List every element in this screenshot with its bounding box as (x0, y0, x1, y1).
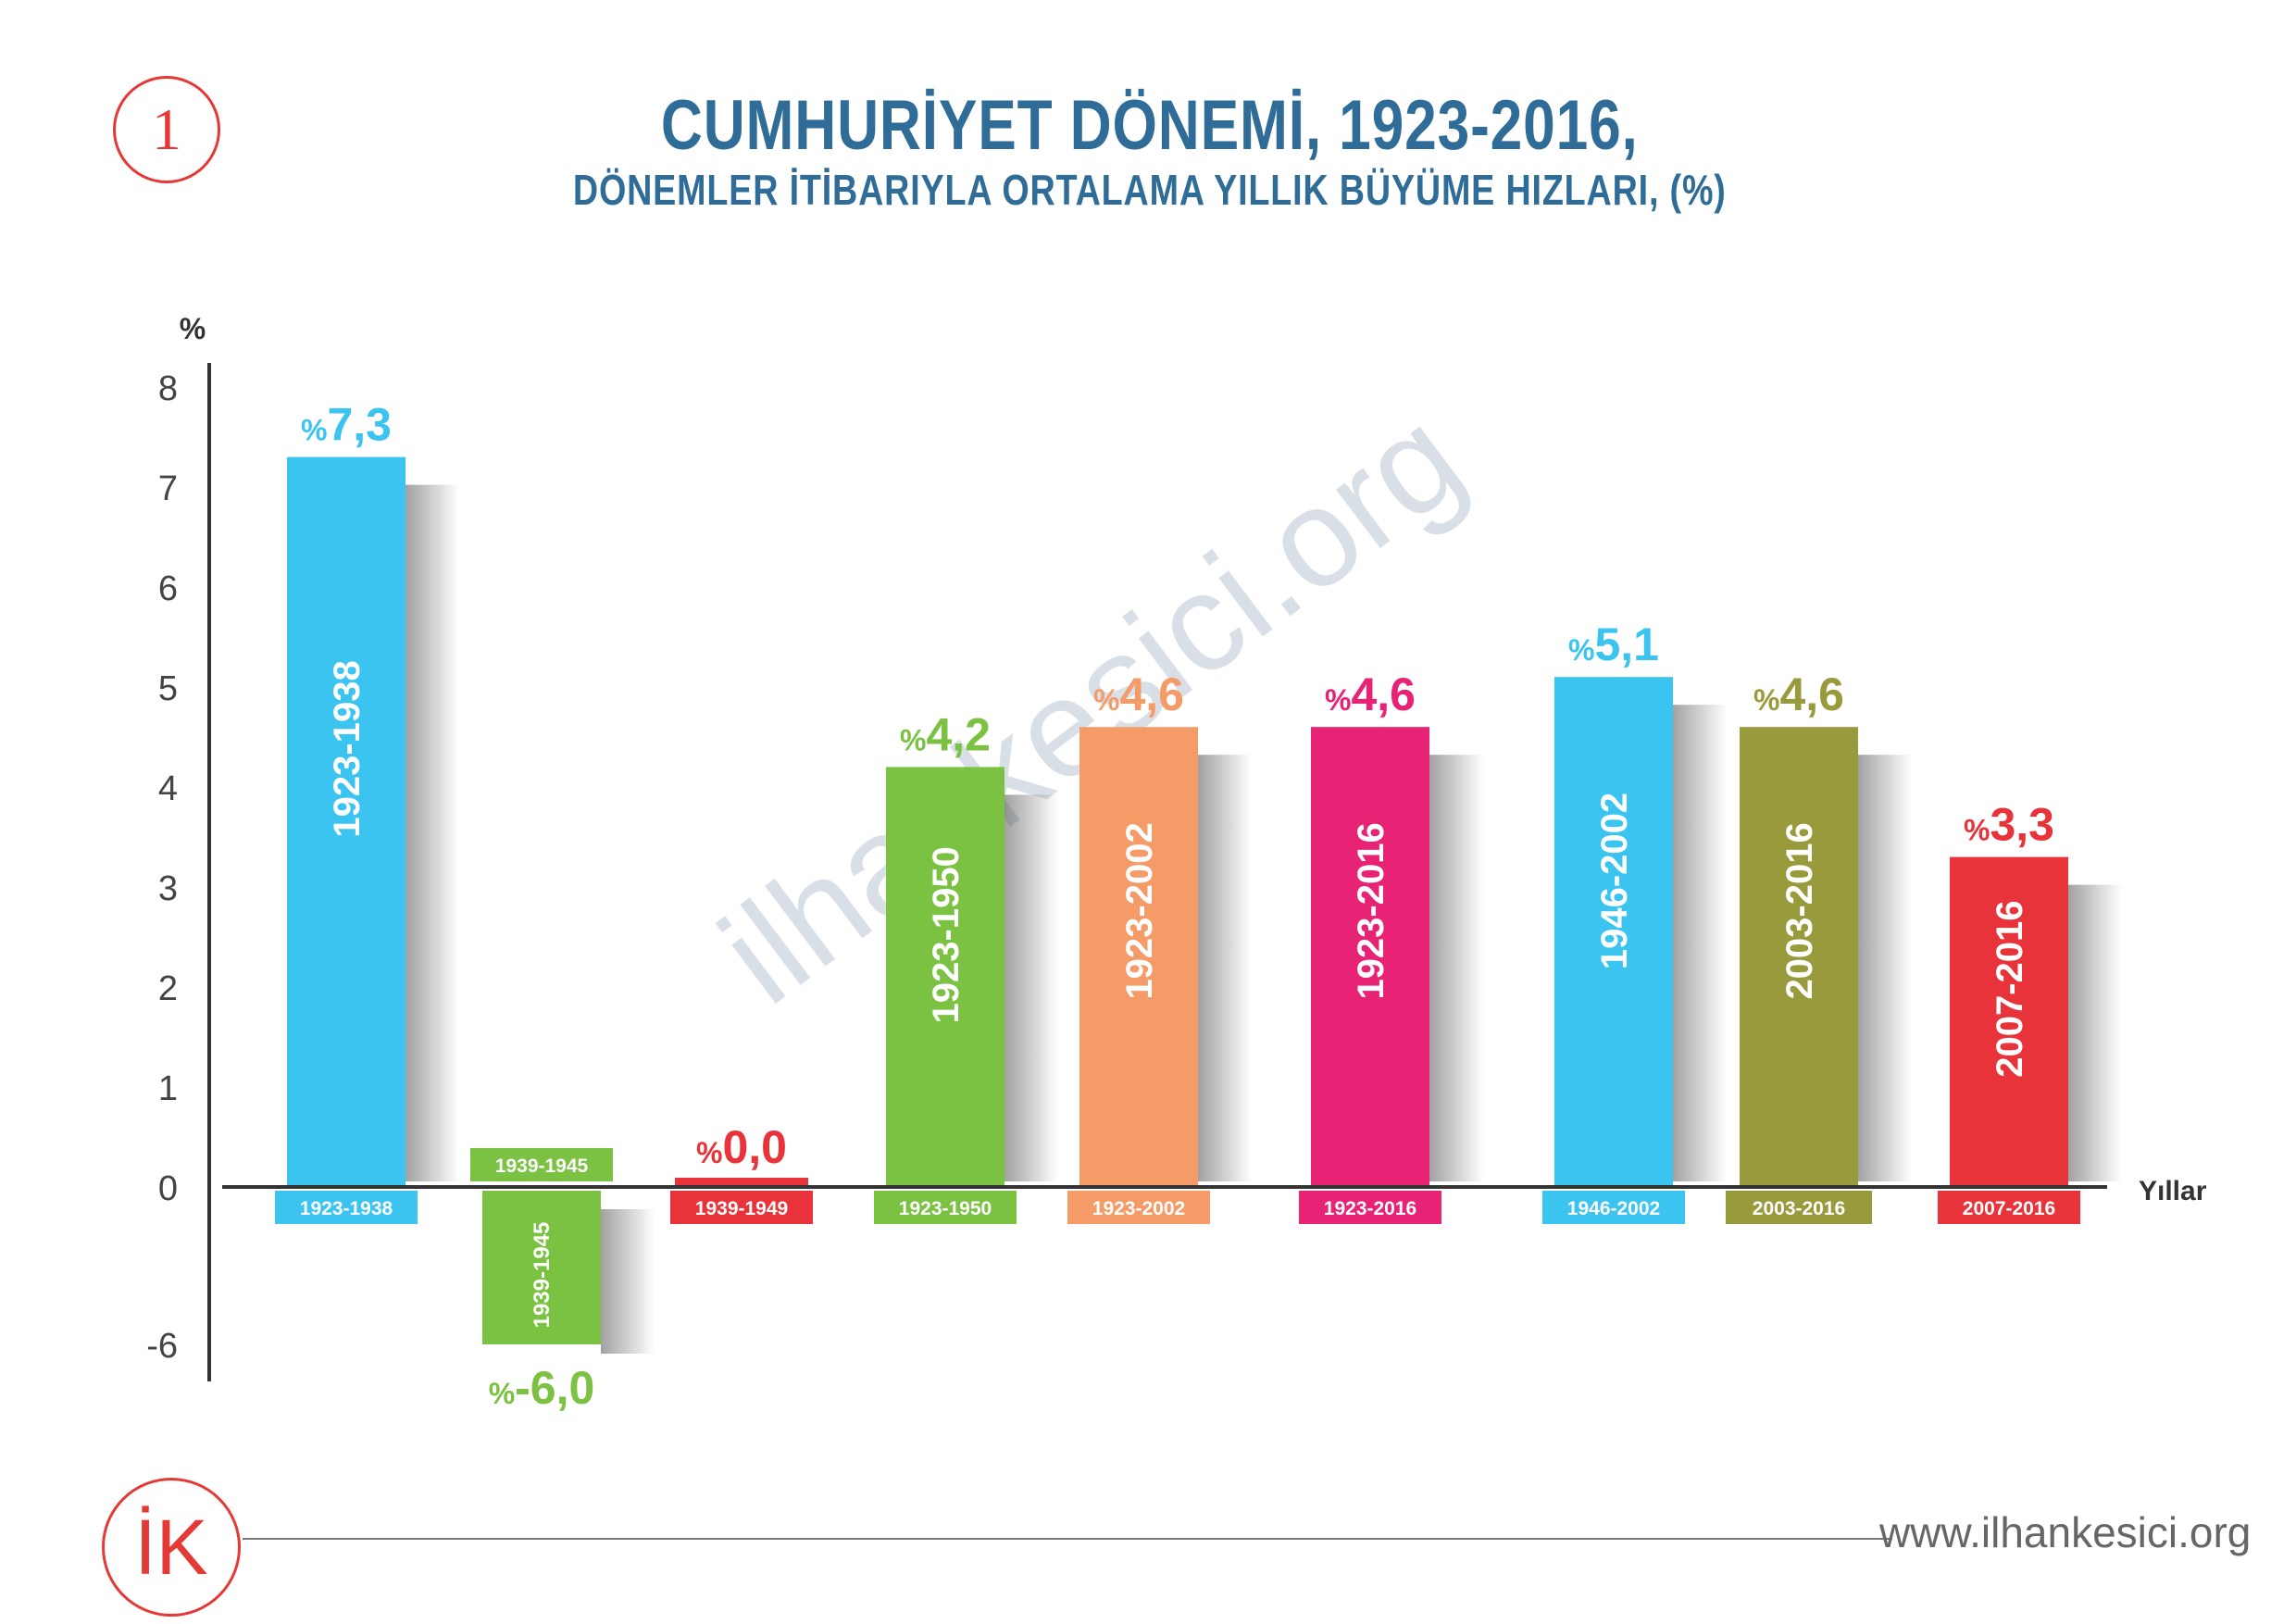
bar-shadow (1673, 705, 1727, 1181)
category-label: 2003-2016 (1753, 1198, 1845, 1219)
bar (1311, 727, 1429, 1187)
chart-title: CUMHURİYET DÖNEMİ, 1923-2016, (660, 86, 1639, 165)
bar-shadow (406, 484, 459, 1181)
category-box (1726, 1191, 1872, 1224)
category-box (874, 1191, 1017, 1224)
bar-shadow (1858, 755, 1912, 1181)
category-label: 1939-1945 (495, 1156, 589, 1177)
bar-period-label: 2003-2016 (1779, 822, 1820, 999)
category-box (275, 1191, 418, 1224)
bar-shadow (601, 1209, 655, 1354)
bar (482, 1191, 601, 1344)
bar-shadow (1198, 755, 1252, 1181)
bar (1079, 727, 1198, 1187)
category-box (670, 1191, 813, 1224)
bar (1554, 677, 1673, 1187)
y-tick-label: 5 (158, 669, 178, 708)
y-tick-label: 1 (158, 1069, 178, 1108)
bar-shadow (2068, 884, 2122, 1181)
y-axis-unit-label: % (180, 312, 206, 345)
category-box (1299, 1191, 1441, 1224)
bar-period-label: 2007-2016 (1990, 901, 2030, 1078)
value-label: %4,6 (1325, 668, 1416, 720)
category-label: 2007-2016 (1963, 1198, 2055, 1219)
category-label: 1939-1949 (695, 1198, 788, 1219)
category-label: 1946-2002 (1567, 1198, 1660, 1219)
category-label: 1923-1938 (300, 1198, 393, 1219)
y-tick-label: 3 (158, 869, 178, 908)
bar-period-label: 1923-2002 (1119, 822, 1160, 999)
chart-subtitle: DÖNEMLER İTİBARIYLA ORTALAMA YILLIK BÜYÜ… (572, 166, 1727, 214)
value-label: %4,2 (900, 708, 991, 760)
bar-period-label: 1923-1950 (926, 846, 967, 1023)
bar-shadow (1429, 755, 1483, 1181)
y-tick-label: 8 (158, 369, 178, 408)
value-label: %-6,0 (489, 1362, 595, 1414)
footer-url: www.ilhankesici.org (1879, 1508, 2252, 1556)
category-label: 1923-2002 (1092, 1198, 1185, 1219)
bar (1950, 856, 2068, 1187)
value-label: %3,3 (1964, 799, 2054, 851)
category-box (1542, 1191, 1685, 1224)
y-tick-label: 4 (158, 769, 178, 808)
bar (675, 1178, 808, 1187)
bar-period-label: 1939-1945 (530, 1222, 555, 1329)
value-label: %7,3 (301, 399, 392, 451)
bar (886, 767, 1004, 1187)
bar-period-label: 1923-2016 (1351, 822, 1391, 999)
x-axis-label: Yıllar (2139, 1176, 2207, 1206)
bar (287, 456, 406, 1188)
y-tick-label: -6 (146, 1327, 178, 1366)
value-label: %5,1 (1568, 618, 1659, 670)
category-box (1938, 1191, 2080, 1224)
bar-period-label: 1923-1938 (327, 660, 368, 837)
bar (1740, 727, 1858, 1187)
category-box (1067, 1191, 1210, 1224)
page-number-badge: 1 (113, 76, 220, 183)
bar-period-label: 1946-2002 (1594, 793, 1635, 969)
y-tick-label: 0 (158, 1169, 178, 1208)
y-tick-label: 2 (158, 969, 178, 1008)
category-box (470, 1148, 613, 1181)
footer-divider (243, 1538, 1892, 1540)
y-tick-label: 7 (158, 469, 178, 508)
value-label: %4,6 (1093, 668, 1184, 720)
category-label: 1923-2016 (1324, 1198, 1416, 1219)
y-tick-label: 6 (158, 569, 178, 608)
bar-shadow (1004, 794, 1058, 1181)
category-label: 1923-1950 (899, 1198, 992, 1219)
value-label: %0,0 (696, 1121, 787, 1173)
value-label: %4,6 (1753, 668, 1844, 720)
ik-logo: İK (102, 1478, 241, 1617)
